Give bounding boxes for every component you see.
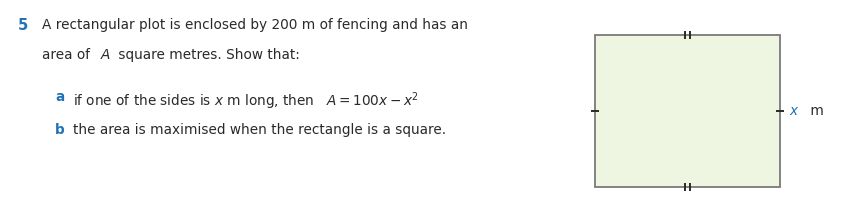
Text: the area is maximised when the rectangle is a square.: the area is maximised when the rectangle… xyxy=(73,123,446,137)
Bar xyxy=(595,35,780,187)
Text: b: b xyxy=(55,123,65,137)
Text: 5: 5 xyxy=(18,18,28,33)
Text: $A$: $A$ xyxy=(100,48,111,62)
Text: m: m xyxy=(806,104,824,118)
Text: square metres. Show that:: square metres. Show that: xyxy=(114,48,300,62)
Text: if one of the sides is $x$ m long, then   $A = 100x - x^2$: if one of the sides is $x$ m long, then … xyxy=(73,90,419,111)
Text: a: a xyxy=(55,90,64,104)
Text: $x$: $x$ xyxy=(789,104,799,118)
Text: A rectangular plot is enclosed by 200 m of fencing and has an: A rectangular plot is enclosed by 200 m … xyxy=(42,18,468,32)
Text: area of: area of xyxy=(42,48,94,62)
